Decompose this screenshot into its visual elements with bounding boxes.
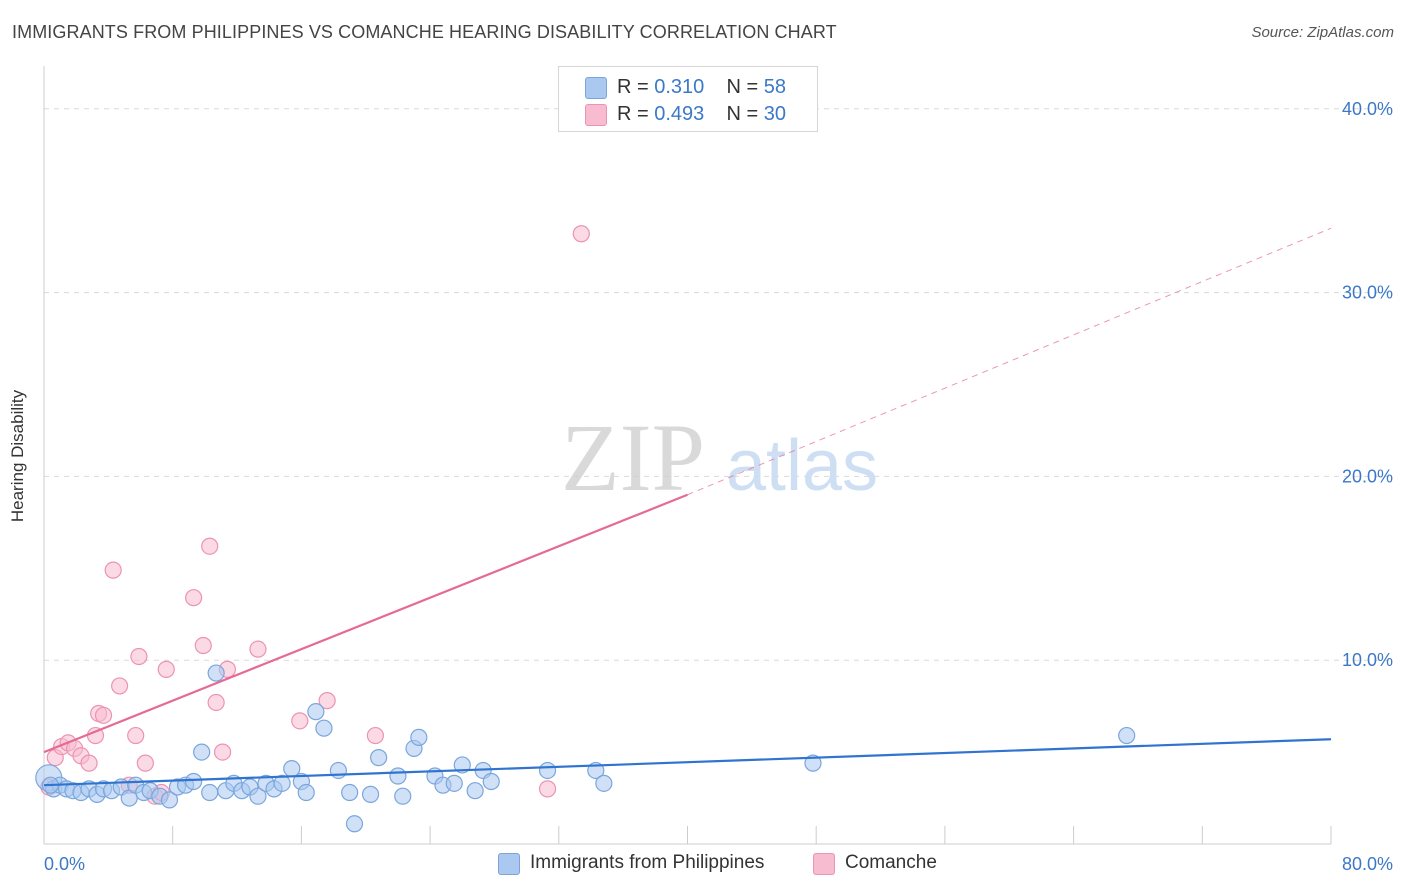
trend-lines [43,227,1332,787]
philippines-point [201,783,219,802]
y-tick-label: 10.0% [1342,650,1393,670]
r-value: 0.493 [654,103,705,125]
r-value: 0.310 [654,76,705,98]
correlation-legend: R = 0.310 N = 58 R = 0.493 N = 30 [558,66,818,132]
comanche-point [111,677,129,695]
y-tick-label: 40.0% [1342,99,1393,119]
philippines-trend-line [43,738,1332,787]
philippines-point [410,728,428,746]
source-credit: Source: ZipAtlas.com [1251,24,1394,41]
philippines-point [445,774,463,792]
r-label: R = [617,103,649,125]
comanche-point [127,726,145,745]
pink-swatch [813,853,835,875]
comanche-point [318,692,336,710]
comanche-point [572,225,590,243]
gridlines [44,108,1392,661]
comanche-point [207,693,225,712]
n-value: 30 [763,103,787,125]
comanche-point [201,537,219,555]
philippines-point [453,756,471,774]
philippines-point [538,761,557,780]
legend-label: Comanche [845,852,937,873]
philippines-point [482,772,500,791]
y-tick-label: 30.0% [1342,283,1393,303]
comanche-point [157,660,175,678]
comanche-point [136,754,154,772]
r-label: R = [617,76,649,98]
comanche-point [194,636,212,655]
philippines-point [370,749,388,767]
pink-swatch [585,104,607,126]
philippines-point [297,783,315,802]
philippines-point [361,785,380,803]
philippines-point [389,767,407,785]
watermark-atlas: atlas [726,426,878,506]
legend-label: Immigrants from Philippines [530,852,765,873]
y-tick-label: 20.0% [1342,466,1393,486]
philippines-point [207,664,225,682]
comanche-point [366,726,385,745]
philippines-point [804,754,822,772]
philippines-point [315,719,333,737]
comanche-point [130,647,148,666]
watermark-zip: ZIP [561,404,705,511]
comanche-point [291,712,309,730]
x-tick-label: 80.0% [1342,854,1393,874]
philippines-point [160,791,179,809]
comanche-point [538,780,557,798]
philippines-point [273,774,291,792]
philippines-point [595,774,613,792]
philippines-point [193,743,211,761]
watermark: ZIP atlas [561,404,878,511]
blue-swatch [498,853,520,875]
series-legend: Immigrants from Philippines Comanche [0,852,1406,878]
chart-title: IMMIGRANTS FROM PHILIPPINES VS COMANCHE … [12,22,837,42]
blue-swatch [585,77,607,99]
tick-labels: 10.0% 20.0% 30.0% 40.0% 0.0% 80.0% [44,99,1393,874]
comanche-point [185,589,203,607]
philippines-point [1118,726,1136,745]
philippines-point [307,703,325,721]
comanche-point [213,743,232,761]
philippines-point [249,787,267,805]
philippines-point [341,783,359,802]
n-label: N = [726,76,759,98]
philippines-point [466,782,484,800]
x-tick-label: 0.0% [44,854,85,874]
comanche-point [94,706,113,724]
philippines-point [329,761,348,780]
n-value: 58 [763,76,787,98]
n-label: N = [726,103,759,125]
comanche-trend-extension [687,227,1332,496]
philippines-point [345,815,364,833]
comanche-trend-line [43,493,688,754]
philippines-point [394,787,412,805]
comanche-point [249,640,267,658]
philippines-point [185,772,203,791]
axes [43,66,1332,845]
comanche-point [80,754,98,772]
comanche-point [104,561,122,579]
